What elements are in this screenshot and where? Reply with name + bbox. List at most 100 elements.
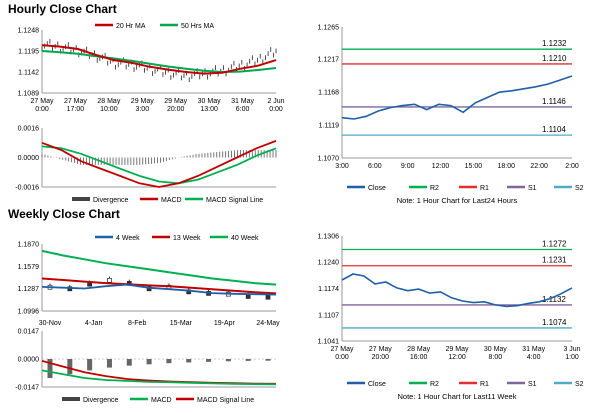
legend-13-week-label: 13 Week [173, 235, 201, 242]
hourly-price-ytick-label: 1.1089 [18, 91, 40, 98]
hourly-20hr-ma-line [41, 44, 277, 75]
hourly-price-xtick-date: 2 Jun [267, 98, 284, 105]
hourly-pivot-ytick-label: 1.1265 [318, 25, 340, 32]
hourly-price-xtick-time: 20:00 [167, 106, 185, 113]
weekly-divergence-bar [225, 359, 231, 362]
weekly-candle-body [107, 277, 112, 283]
weekly-divergence-bar [87, 359, 93, 371]
weekly-pivot-xtick-date: 28 May [407, 346, 430, 353]
legend-weekly-macd-signal-label: MACD Signal Line [197, 397, 254, 404]
hourly-pivot-ytick-label: 1.1070 [318, 156, 340, 163]
legend-weekly-macd-label: MACD [151, 397, 172, 404]
weekly-divergence-bar [126, 359, 132, 366]
weekly-price-ytick-label: 1.1870 [18, 242, 40, 249]
weekly-pivot-xtick-date: 29 May [446, 346, 469, 353]
weekly-pivot-xtick-time: 1:00 [565, 354, 579, 361]
hourly-pivot-xtick-label: 18:00 [498, 163, 516, 170]
hourly-pivot-ytick-label: 1.1217 [318, 57, 340, 64]
legend-weekly-divergence-swatch [62, 397, 80, 401]
weekly-pivot-s2-level-label: 1.1074 [542, 318, 567, 327]
weekly-price-xtick-label: 24-May [256, 320, 280, 327]
weekly-pivot-s1-level-label: 1.1132 [542, 295, 566, 304]
hourly-price-xtick-date: 29 May [131, 98, 154, 105]
hourly-macd-line [41, 140, 277, 188]
weekly-pivot-ytick-label: 1.1306 [318, 234, 340, 241]
weekly-4-week-line [41, 283, 277, 296]
hourly-pivot-note: Note: 1 Hour Chart for Last24 Hours [397, 196, 518, 205]
legend-hourly-divergence-swatch [72, 197, 90, 201]
weekly-pivot-legend-s2-label: S2 [575, 381, 584, 388]
weekly-macd-line [41, 369, 277, 386]
weekly-divergence-bar [146, 359, 152, 365]
weekly-price-ytick-label: 1.1579 [18, 264, 40, 271]
hourly-price-xtick-time: 13:00 [200, 106, 218, 113]
legend-hourly-divergence-label: Divergence [93, 197, 129, 204]
weekly-pivot-note: Note: 1 Hour Chart for Last11 Week [398, 392, 517, 401]
weekly-pivot-legend-s1-label: S1 [528, 381, 537, 388]
weekly-candle-body [265, 294, 271, 300]
weekly-pivot-ytick-label: 1.1240 [318, 260, 340, 267]
hourly-pivot-legend-r2-label: R2 [430, 185, 439, 192]
weekly-pivot-close-line [341, 273, 573, 308]
weekly-price-ytick-label: 1.0996 [18, 309, 40, 316]
weekly-price-xtick-label: 19-Apr [214, 320, 236, 327]
hourly-price-xtick-date: 27 May [64, 98, 87, 105]
weekly-divergence-bar [206, 359, 212, 362]
weekly-pivot-xtick-date: 30 May [484, 346, 507, 353]
hourly-pivot-legend-r1-label: R1 [480, 185, 489, 192]
weekly-pivot-legend-r2-label: R2 [430, 381, 439, 388]
hourly-50hr-ma-line [41, 50, 277, 74]
hourly-price-ytick-label: 1.1142 [18, 70, 39, 77]
hourly-pivot-s1-level-label: 1.1146 [542, 97, 566, 106]
legend-hourly-macd-signal-label: MACD Signal Line [206, 197, 263, 204]
hourly-pivot-xtick-label: 12:00 [432, 163, 450, 170]
hourly-price-xtick-date: 30 May [198, 98, 221, 105]
weekly-divergence-bar [186, 359, 192, 363]
legend-4-week-label: 4 Week [116, 235, 140, 242]
weekly-price-xtick-label: 15-Mar [170, 320, 193, 327]
hourly-price-xtick-time: 3:00 [135, 106, 149, 113]
weekly-price-xtick-label: 30-Nov [39, 320, 62, 327]
hourly-macd-signal-line [41, 145, 277, 185]
hourly-price-xtick-date: 28 May [97, 98, 120, 105]
hourly-price-xtick-date: 29 May [164, 98, 187, 105]
hourly-pivot-xtick-label: 15:00 [465, 163, 483, 170]
weekly-13-week-line [41, 277, 277, 295]
weekly-divergence-bar [166, 359, 172, 364]
weekly-macd-ytick-label: -0.0147 [15, 385, 39, 392]
hourly-price-ytick-label: 1.1248 [18, 28, 40, 35]
hourly-chart-title: Hourly Close Chart [8, 2, 117, 16]
weekly-macd-ytick-label: 0.0000 [18, 357, 40, 364]
weekly-price-xtick-label: 8-Feb [128, 320, 146, 327]
weekly-divergence-bar [245, 359, 251, 361]
hourly-macd-ytick-label: 0.0016 [18, 126, 40, 133]
hourly-price-xtick-date: 27 May [31, 98, 54, 105]
hourly-pivot-ytick-label: 1.1119 [319, 123, 339, 130]
hourly-pivot-legend-s2-label: S2 [575, 185, 584, 192]
weekly-pivot-xtick-date: 3 Jun [563, 346, 580, 353]
weekly-divergence-bar [67, 359, 73, 375]
weekly-pivot-ytick-label: 1.1174 [318, 286, 339, 293]
weekly-pivot-xtick-time: 4:00 [527, 354, 541, 361]
hourly-pivot-r1-level-label: 1.1210 [542, 54, 567, 63]
weekly-pivot-xtick-date: 27 May [369, 346, 392, 353]
weekly-pivot-xtick-time: 12:00 [448, 354, 466, 361]
hourly-pivot-legend-s1-label: S1 [528, 185, 537, 192]
weekly-pivot-r2-level-label: 1.1272 [542, 239, 567, 248]
hourly-macd-ytick-label: -0.0016 [15, 185, 39, 192]
hourly-pivot-r2-level-label: 1.1232 [542, 39, 567, 48]
weekly-price-ytick-label: 1.1287 [18, 286, 40, 293]
legend-50hr-ma-label: 50 Hrs MA [181, 23, 214, 30]
hourly-price-ytick-label: 1.1195 [18, 49, 39, 56]
weekly-pivot-xtick-date: 31 May [522, 346, 545, 353]
weekly-pivot-ytick-label: 1.1107 [318, 312, 339, 319]
weekly-pivot-xtick-time: 0:00 [335, 354, 349, 361]
weekly-pivot-ytick-label: 1.1041 [318, 339, 340, 346]
hourly-pivot-ytick-label: 1.1168 [318, 90, 339, 97]
weekly-pivot-xtick-time: 20:00 [372, 354, 390, 361]
weekly-macd-ytick-label: 0.0147 [18, 329, 40, 336]
weekly-pivot-legend-close-label: Close [368, 381, 386, 388]
weekly-pivot-r1-level-label: 1.1231 [542, 256, 567, 265]
weekly-pivot-legend-r1-label: R1 [480, 381, 489, 388]
